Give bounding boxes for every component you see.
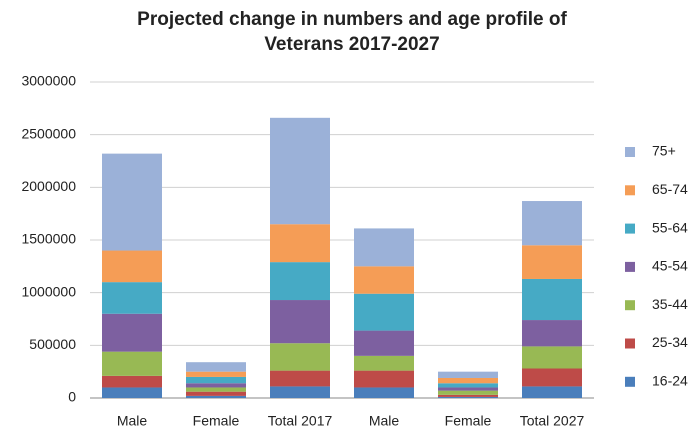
bar-segment xyxy=(354,355,414,371)
bar-segment xyxy=(522,201,582,246)
bar-segment xyxy=(102,351,162,376)
bar-segment xyxy=(270,262,330,301)
x-tick-label: Total 2027 xyxy=(520,413,585,429)
bar-segment xyxy=(438,390,498,395)
legend-label: 75+ xyxy=(652,143,676,159)
bar-segment xyxy=(438,383,498,388)
legend-label: 45-54 xyxy=(652,258,688,274)
bar-segment xyxy=(102,250,162,283)
bar-segment xyxy=(354,387,414,398)
legend-swatch xyxy=(625,300,635,311)
bar-segment xyxy=(438,371,498,378)
y-tick-label: 500000 xyxy=(29,336,76,352)
bar-segment xyxy=(186,391,246,396)
y-tick-label: 2500000 xyxy=(21,125,76,141)
bar-segment xyxy=(270,386,330,398)
bar-segment xyxy=(270,300,330,344)
bar-segment xyxy=(522,346,582,369)
bar-segment xyxy=(102,282,162,314)
bar-segment xyxy=(270,343,330,371)
x-tick-label: Female xyxy=(193,413,240,429)
legend-swatch xyxy=(625,147,635,157)
bar-segment xyxy=(354,370,414,388)
bar-segment xyxy=(522,245,582,279)
bar-segment xyxy=(270,370,330,387)
legend-label: 35-44 xyxy=(652,296,688,312)
bar-segment xyxy=(438,377,498,384)
bar-segment xyxy=(186,362,246,372)
x-tick-label: Male xyxy=(369,413,400,429)
bar-segment xyxy=(522,320,582,347)
bar-segment xyxy=(522,278,582,321)
legend-swatch xyxy=(625,223,635,234)
y-tick-label: 0 xyxy=(68,389,76,405)
chart-title: Projected change in numbers and age prof… xyxy=(137,9,567,30)
bar-segment xyxy=(522,386,582,398)
bar-segment xyxy=(102,313,162,352)
legend-swatch xyxy=(625,376,635,387)
y-tick-label: 3000000 xyxy=(21,73,76,89)
bar-segment xyxy=(102,153,162,251)
legend-swatch xyxy=(625,338,635,349)
bar-segment xyxy=(186,371,246,377)
legend-label: 25-34 xyxy=(652,334,688,350)
legend-swatch xyxy=(625,261,635,272)
x-tick-label: Male xyxy=(117,413,148,429)
bar-segment xyxy=(354,330,414,356)
legend-label: 16-24 xyxy=(652,373,688,389)
bar-segment xyxy=(354,266,414,294)
bar-segment xyxy=(354,228,414,267)
x-tick-label: Female xyxy=(445,413,492,429)
legend-swatch xyxy=(625,185,635,196)
chart-title: Veterans 2017-2027 xyxy=(264,34,439,55)
y-tick-label: 2000000 xyxy=(21,178,76,194)
y-tick-label: 1500000 xyxy=(21,231,76,247)
bar-segment xyxy=(186,387,246,392)
bar-segment xyxy=(438,396,498,398)
bar-segment xyxy=(270,224,330,263)
bar-segment xyxy=(186,395,246,398)
y-tick-label: 1000000 xyxy=(21,283,76,299)
x-tick-label: Total 2017 xyxy=(268,413,333,429)
bar-segment xyxy=(102,375,162,388)
legend-label: 55-64 xyxy=(652,219,688,235)
bar-segment xyxy=(438,387,498,391)
bar-segment xyxy=(438,394,498,397)
bar-segment xyxy=(270,117,330,225)
bar-segment xyxy=(102,387,162,398)
bar-segment xyxy=(186,376,246,384)
bar-segment xyxy=(354,293,414,331)
bar-segment xyxy=(522,368,582,387)
bar-segment xyxy=(186,383,246,388)
legend-label: 65-74 xyxy=(652,181,688,197)
